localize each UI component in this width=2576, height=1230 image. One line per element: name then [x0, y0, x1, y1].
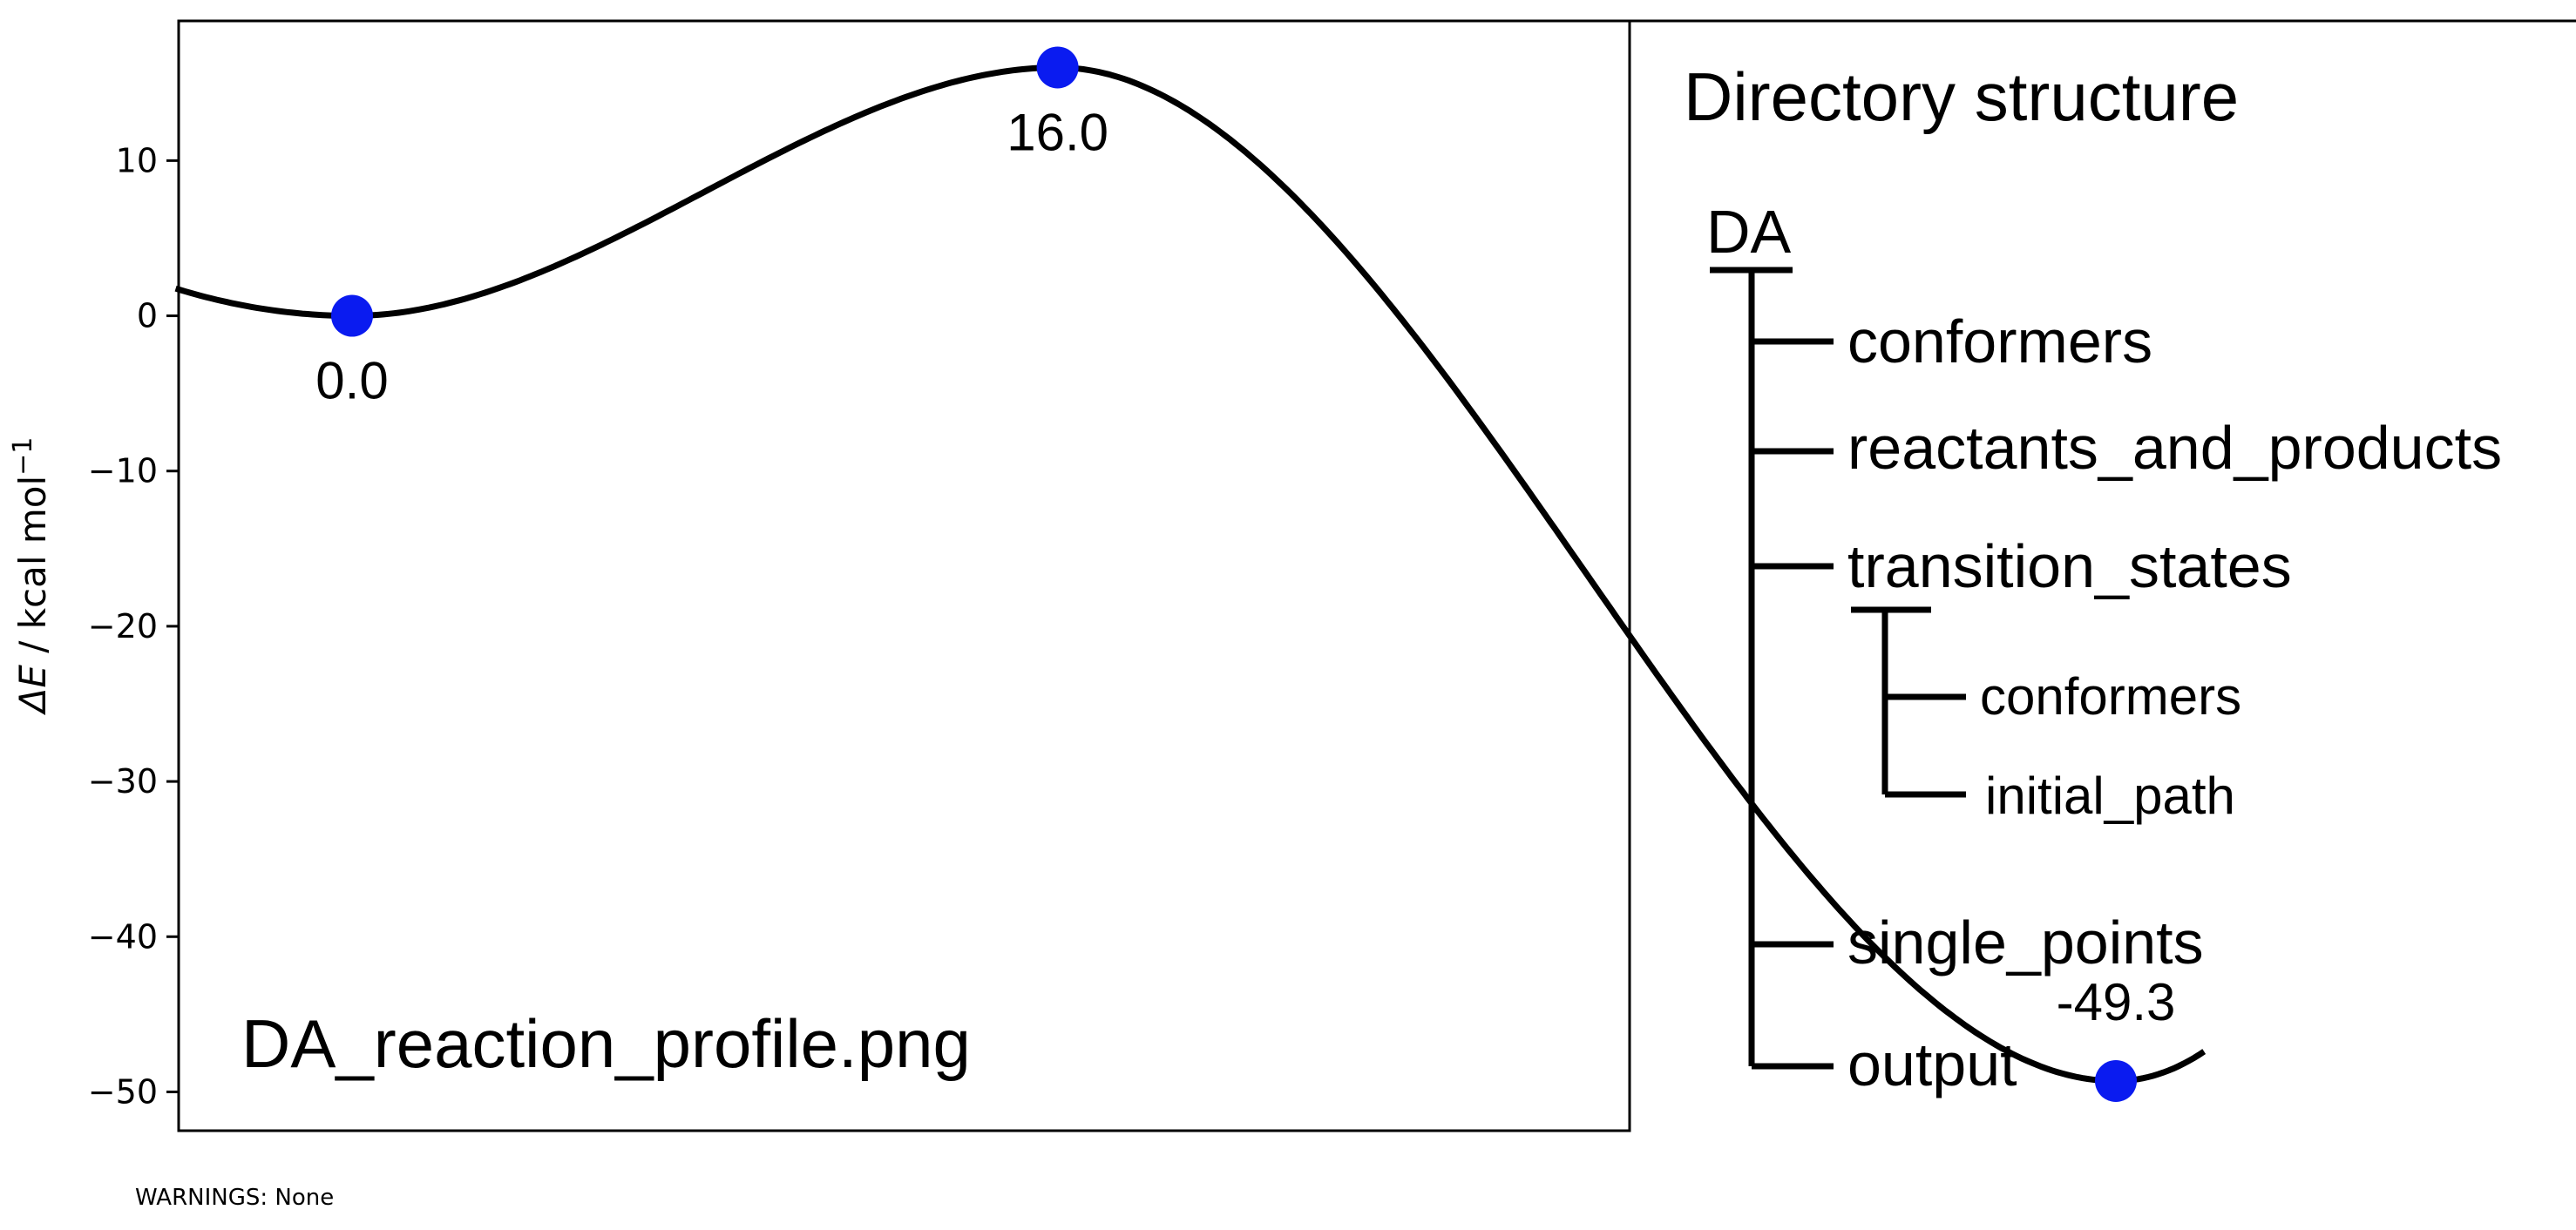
stationary-points: 0.0 16.0 -49.3 [315, 46, 2175, 1102]
tree-item-reactants-and-products: reactants_and_products [1847, 414, 2502, 482]
stationary-point-marker [2095, 1059, 2137, 1102]
y-axis-label: ΔE / kcal mol−1 [8, 437, 54, 716]
stationary-point-label: 16.0 [1007, 103, 1108, 161]
stationary-point-label: -49.3 [2057, 973, 2176, 1031]
stationary-point-label: 0.0 [315, 352, 388, 410]
warnings-text: WARNINGS: None [135, 1185, 334, 1211]
y-axis-label-symbol: ΔE [11, 665, 54, 716]
y-tick-label: 0 [137, 297, 158, 335]
y-axis-label-unit: / kcal mol [11, 476, 54, 665]
tree-item-output: output [1847, 1031, 2017, 1098]
y-axis-label-exponent: −1 [8, 437, 38, 476]
y-axis-ticks: 10 0 −10 −20 −30 −40 −50 [88, 141, 179, 1111]
filename-annotation: DA_reaction_profile.png [241, 1005, 971, 1082]
energy-profile-curve [174, 64, 2207, 1085]
tree-item-transition-states: transition_states [1847, 532, 2292, 600]
stationary-point-marker [331, 294, 373, 337]
y-tick-label: −10 [88, 452, 158, 490]
tree-item-initial-path: initial_path [1985, 767, 2235, 825]
plot-frame [177, 19, 1631, 1132]
tree-item-ts-conformers: conformers [1980, 667, 2241, 726]
y-tick-label: −20 [88, 607, 158, 645]
tree-item-conformers: conformers [1847, 308, 2152, 375]
y-tick-label: 10 [116, 141, 158, 179]
y-tick-label: −50 [88, 1072, 158, 1111]
tree-root-label: DA [1706, 198, 1792, 266]
stationary-point-marker [1036, 46, 1079, 89]
tree-item-single-points: single_points [1847, 909, 2204, 977]
y-tick-label: −30 [88, 762, 158, 801]
directory-title: Directory structure [1684, 58, 2239, 135]
y-tick-label: −40 [88, 917, 158, 956]
